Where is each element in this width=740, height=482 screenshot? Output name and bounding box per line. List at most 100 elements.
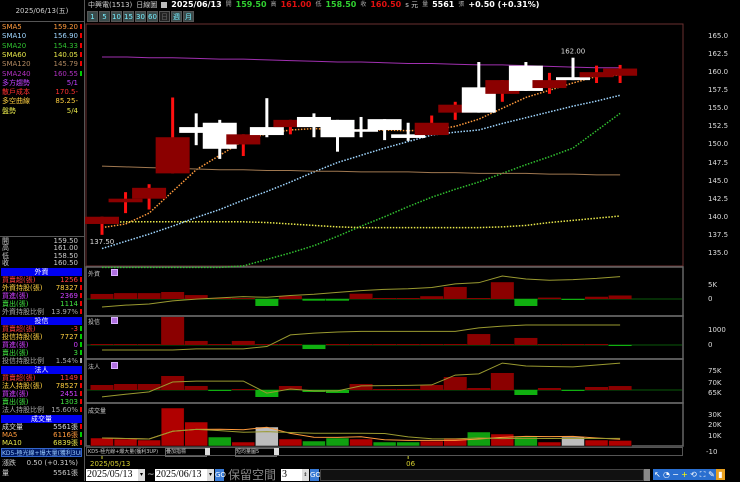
- chart-scrollbar[interactable]: [320, 469, 644, 481]
- start-date-input[interactable]: 2025/05/13: [86, 469, 138, 481]
- settings-icon[interactable]: ▮: [716, 469, 725, 480]
- pane-bar: [137, 344, 161, 345]
- volume-label: 量: [2, 469, 9, 477]
- pane-bar: [278, 386, 302, 390]
- pane-bar: [372, 441, 397, 447]
- sma-row-label: SMA120: [2, 60, 31, 69]
- trend-marker: [80, 51, 82, 57]
- pane-bar: [184, 340, 208, 345]
- period-button-3[interactable]: 15: [123, 11, 134, 22]
- cursor-icon[interactable]: ↖: [653, 469, 662, 480]
- volume-unit: 張: [458, 1, 465, 8]
- period-button-2[interactable]: 10: [111, 11, 122, 22]
- reserve-space-stepper[interactable]: ⇕: [302, 469, 309, 481]
- pane-settings-icon[interactable]: [111, 317, 118, 324]
- trend-marker: [80, 432, 82, 437]
- zoom-in-icon[interactable]: +: [680, 469, 689, 480]
- indicator-select[interactable]: KD5-極光線+爆大量(獲利3UP): [1, 448, 82, 457]
- trend-marker: [80, 407, 82, 412]
- sma-row-value: 156.90: [53, 32, 79, 41]
- pane-tick-label: 5K: [708, 281, 718, 289]
- pane-bar: [302, 440, 326, 447]
- ohlc-row-label: 收: [2, 258, 9, 267]
- pane-tick-label: 1000: [708, 326, 726, 334]
- pane-bar: [585, 296, 609, 299]
- pane-bar: [420, 296, 444, 299]
- pane-bar: [561, 344, 585, 345]
- chevron-down-icon[interactable]: [205, 448, 210, 455]
- pane-settings-icon[interactable]: [111, 362, 118, 369]
- trend-marker: [80, 424, 82, 429]
- candle-body: [226, 134, 261, 145]
- period-button-5[interactable]: 60: [147, 11, 158, 22]
- trust-row-value: 7727: [60, 333, 78, 341]
- candle-body: [391, 134, 426, 138]
- holding-line: [101, 362, 621, 398]
- overlay-dropdown-1[interactable]: 疊加指標: [165, 448, 207, 457]
- pane-bar: [231, 441, 256, 447]
- pane-settings-icon[interactable]: [111, 269, 118, 276]
- sma-row-label: SMA60: [2, 50, 27, 59]
- period-button-0[interactable]: 1: [87, 11, 98, 22]
- sma-row-label: 散戶成本: [2, 88, 30, 97]
- fit-screen-icon[interactable]: ⛶: [698, 469, 707, 480]
- sma-row: SMA120 145.79: [2, 60, 82, 68]
- pane-tick-label: 20K: [708, 421, 722, 429]
- chart-type: 日線圖: [136, 1, 158, 9]
- zoom-out-icon[interactable]: −: [671, 469, 680, 480]
- sma-row: SMA60 140.05: [2, 51, 82, 59]
- institutional-row: 法人持股比例 15.60%: [2, 406, 82, 414]
- ohlc-row-label: 開: [2, 237, 9, 245]
- reserve-go-button[interactable]: GO: [310, 469, 321, 481]
- foreign-row-value: 78327: [55, 284, 78, 292]
- pane-bar: [349, 344, 373, 345]
- trust-row-label: 賣出(張): [2, 349, 29, 357]
- sma-row: SMA10 156.90: [2, 32, 82, 40]
- period-button-7[interactable]: 週: [171, 11, 182, 22]
- foreign-row-value: 1256: [60, 276, 78, 284]
- pane-bar: [137, 384, 161, 390]
- pane-bar: [349, 293, 373, 299]
- foreign-row-value: 13.97%: [51, 308, 78, 316]
- pane-bar: [584, 439, 609, 447]
- sma-row: SMA5 159.20: [2, 23, 82, 31]
- period-button-4[interactable]: 30: [135, 11, 146, 22]
- start-date-dropdown[interactable]: ▾: [138, 469, 145, 481]
- pane-bar: [490, 433, 515, 447]
- sma-row-value: 159.20: [53, 23, 79, 31]
- clock-icon[interactable]: ◔: [662, 469, 671, 480]
- candle-body: [179, 127, 214, 133]
- overlay-dropdown-2[interactable]: 短均量圖5: [235, 448, 277, 457]
- sma-row-label: SMA5: [2, 23, 22, 31]
- institutional-row: 買賣超(張) 1149: [2, 374, 82, 382]
- pane-bar: [373, 298, 397, 299]
- trend-marker: [80, 326, 82, 331]
- draw-icon[interactable]: ✎: [707, 469, 716, 480]
- end-date-dropdown[interactable]: ▾: [207, 469, 214, 481]
- chevron-down-icon[interactable]: [274, 448, 279, 455]
- volume-header: 成交量: [1, 415, 82, 423]
- period-button-8[interactable]: 月: [183, 11, 194, 22]
- reserve-space-input[interactable]: 3: [281, 469, 302, 481]
- period-button-1[interactable]: 5: [99, 11, 110, 22]
- trend-marker: [80, 375, 82, 380]
- go-button[interactable]: GO: [215, 469, 226, 481]
- pane-bar: [278, 344, 302, 345]
- dropdown-value: 短均量圖5: [236, 449, 260, 455]
- pane-bar: [514, 436, 538, 447]
- pane-bar: [561, 390, 585, 391]
- calendar-icon[interactable]: [161, 2, 168, 8]
- refresh-icon[interactable]: ⟲: [689, 469, 698, 480]
- price-change: +0.50 (+0.31%): [468, 0, 540, 9]
- pane-bar: [184, 421, 208, 447]
- pane-bar: [467, 388, 491, 390]
- pane-label-trust: 投信: [88, 319, 101, 326]
- scrollbar-thumb[interactable]: [644, 469, 650, 481]
- end-date-input[interactable]: 2025/06/13: [155, 469, 207, 481]
- pane-bar: [208, 390, 232, 391]
- sma-row: 盤勢 5/4: [2, 107, 82, 115]
- period-button-6[interactable]: 日: [159, 11, 170, 22]
- reserve-space-label: 保留空間: [228, 468, 277, 482]
- foreign-row-label: 外資持股比例: [2, 308, 44, 316]
